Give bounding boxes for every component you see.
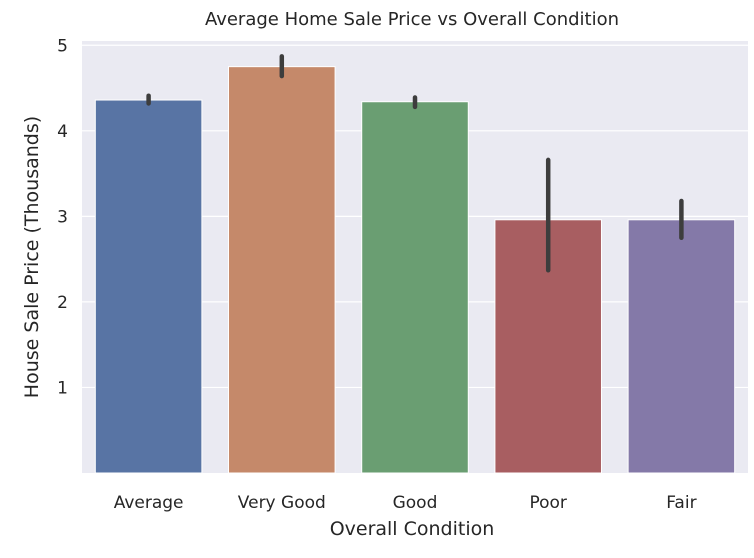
y-tick-label: 1 <box>57 378 68 398</box>
y-tick-labels: 1 2 3 4 5 <box>57 36 68 398</box>
x-tick-label: Average <box>114 493 184 513</box>
x-axis-label: Overall Condition <box>330 518 495 540</box>
y-tick-label: 3 <box>57 207 68 227</box>
x-tick-labels: Average Very Good Good Poor Fair <box>114 493 697 513</box>
bar <box>627 219 736 474</box>
x-tick-label: Very Good <box>238 493 326 513</box>
x-tick-label: Good <box>393 493 438 513</box>
bar <box>494 219 602 474</box>
bar <box>94 99 203 474</box>
y-tick-label: 4 <box>57 122 68 142</box>
y-axis-label: House Sale Price (Thousands) <box>21 116 43 398</box>
chart-title: Average Home Sale Price vs Overall Condi… <box>205 9 619 30</box>
error-bars <box>146 54 684 273</box>
bars <box>94 66 736 474</box>
bar <box>228 66 336 474</box>
y-tick-label: 5 <box>57 36 68 56</box>
y-tick-label: 2 <box>57 293 68 313</box>
x-tick-label: Fair <box>666 493 696 513</box>
bar <box>361 101 469 474</box>
x-tick-label: Poor <box>529 493 566 513</box>
